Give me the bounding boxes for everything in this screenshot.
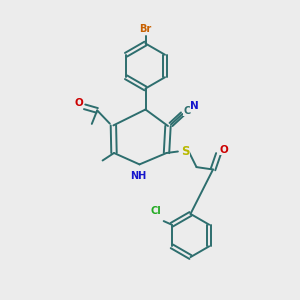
Text: NH: NH [130, 171, 146, 181]
Text: S: S [181, 145, 189, 158]
Text: N: N [190, 101, 199, 111]
Text: C: C [184, 106, 191, 116]
Text: O: O [219, 145, 228, 155]
Text: O: O [74, 98, 83, 108]
Text: Br: Br [140, 24, 152, 34]
Text: Cl: Cl [150, 206, 161, 216]
